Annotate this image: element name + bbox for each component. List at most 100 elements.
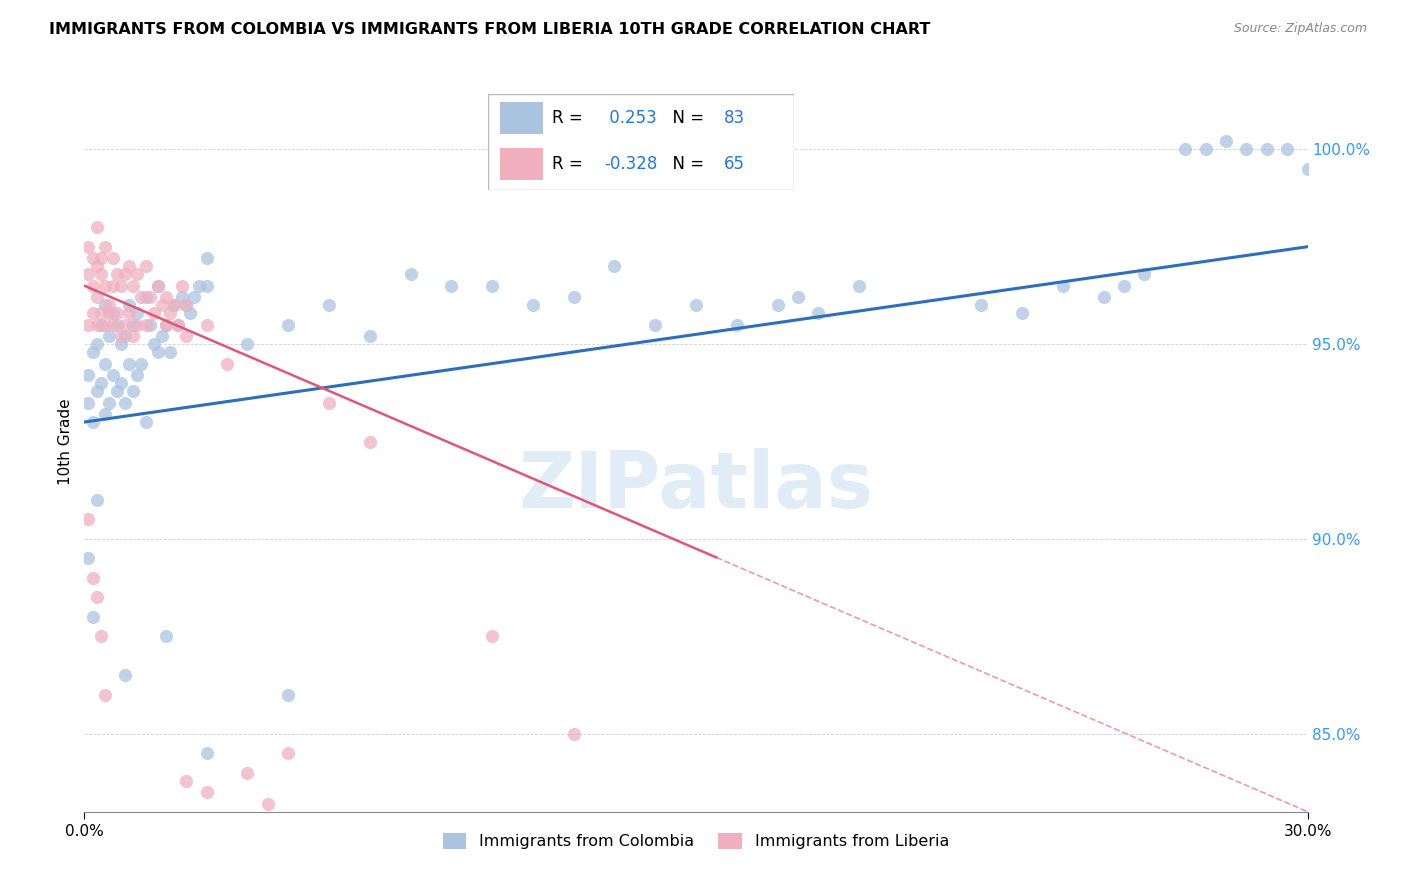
- Point: [163, 298, 186, 312]
- Point: [86, 493, 108, 508]
- Point: [1174, 142, 1197, 156]
- Point: [135, 290, 157, 304]
- Point: [82, 610, 104, 624]
- Point: [97, 306, 120, 320]
- Point: [93, 357, 115, 371]
- Point: [146, 345, 169, 359]
- Point: [97, 395, 120, 409]
- Point: [77, 240, 100, 254]
- Point: [359, 329, 381, 343]
- Text: ZIPatlas: ZIPatlas: [519, 448, 873, 524]
- Point: [195, 318, 218, 332]
- Point: [1215, 135, 1237, 149]
- Point: [122, 384, 145, 398]
- Point: [101, 368, 124, 383]
- Point: [135, 415, 157, 429]
- Point: [114, 668, 136, 682]
- Point: [257, 797, 280, 811]
- Point: [787, 290, 810, 304]
- Point: [82, 571, 104, 585]
- Point: [725, 318, 748, 332]
- Point: [1256, 142, 1278, 156]
- Point: [90, 267, 112, 281]
- Text: Source: ZipAtlas.com: Source: ZipAtlas.com: [1233, 22, 1367, 36]
- Point: [86, 318, 108, 332]
- Point: [82, 345, 104, 359]
- Point: [179, 306, 201, 320]
- Legend: Immigrants from Colombia, Immigrants from Liberia: Immigrants from Colombia, Immigrants fro…: [436, 826, 956, 855]
- Point: [86, 290, 108, 304]
- Point: [1011, 306, 1033, 320]
- Point: [603, 259, 626, 273]
- Point: [93, 318, 115, 332]
- Point: [105, 306, 128, 320]
- Point: [110, 278, 132, 293]
- Point: [93, 688, 115, 702]
- Point: [766, 298, 789, 312]
- Point: [86, 384, 108, 398]
- Point: [82, 252, 104, 266]
- Point: [114, 267, 136, 281]
- Point: [150, 329, 173, 343]
- Point: [1236, 142, 1258, 156]
- Point: [110, 329, 132, 343]
- Point: [90, 252, 112, 266]
- Point: [131, 357, 153, 371]
- Point: [105, 384, 128, 398]
- Point: [167, 318, 190, 332]
- Point: [1114, 278, 1136, 293]
- Point: [97, 298, 120, 312]
- Point: [187, 278, 209, 293]
- Point: [195, 252, 218, 266]
- Point: [1195, 142, 1218, 156]
- Point: [155, 318, 177, 332]
- Point: [118, 306, 141, 320]
- Point: [481, 278, 503, 293]
- Point: [163, 298, 186, 312]
- Point: [118, 298, 141, 312]
- Point: [86, 220, 108, 235]
- Point: [97, 329, 120, 343]
- Point: [82, 415, 104, 429]
- Point: [127, 368, 149, 383]
- Point: [1133, 267, 1156, 281]
- Point: [127, 306, 149, 320]
- Point: [82, 278, 104, 293]
- Point: [127, 318, 149, 332]
- Point: [277, 688, 299, 702]
- Point: [86, 259, 108, 273]
- Point: [90, 629, 112, 643]
- Point: [114, 318, 136, 332]
- Point: [318, 298, 340, 312]
- Point: [135, 259, 157, 273]
- Point: [131, 290, 153, 304]
- Point: [110, 337, 132, 351]
- Point: [77, 318, 100, 332]
- Point: [77, 368, 100, 383]
- Point: [90, 306, 112, 320]
- Point: [93, 407, 115, 421]
- Point: [1052, 278, 1074, 293]
- Point: [970, 298, 993, 312]
- Point: [138, 318, 160, 332]
- Point: [77, 512, 100, 526]
- Point: [848, 278, 870, 293]
- Point: [277, 746, 299, 760]
- Point: [195, 746, 218, 760]
- Point: [159, 306, 181, 320]
- Point: [217, 357, 239, 371]
- Text: IMMIGRANTS FROM COLOMBIA VS IMMIGRANTS FROM LIBERIA 10TH GRADE CORRELATION CHART: IMMIGRANTS FROM COLOMBIA VS IMMIGRANTS F…: [49, 22, 931, 37]
- Point: [77, 551, 100, 566]
- Point: [562, 290, 585, 304]
- Point: [86, 337, 108, 351]
- Point: [155, 290, 177, 304]
- Y-axis label: 10th Grade: 10th Grade: [58, 398, 73, 485]
- Point: [155, 629, 177, 643]
- Point: [1092, 290, 1115, 304]
- Point: [172, 278, 194, 293]
- Point: [118, 259, 141, 273]
- Point: [93, 298, 115, 312]
- Point: [174, 298, 197, 312]
- Point: [195, 785, 218, 799]
- Point: [562, 727, 585, 741]
